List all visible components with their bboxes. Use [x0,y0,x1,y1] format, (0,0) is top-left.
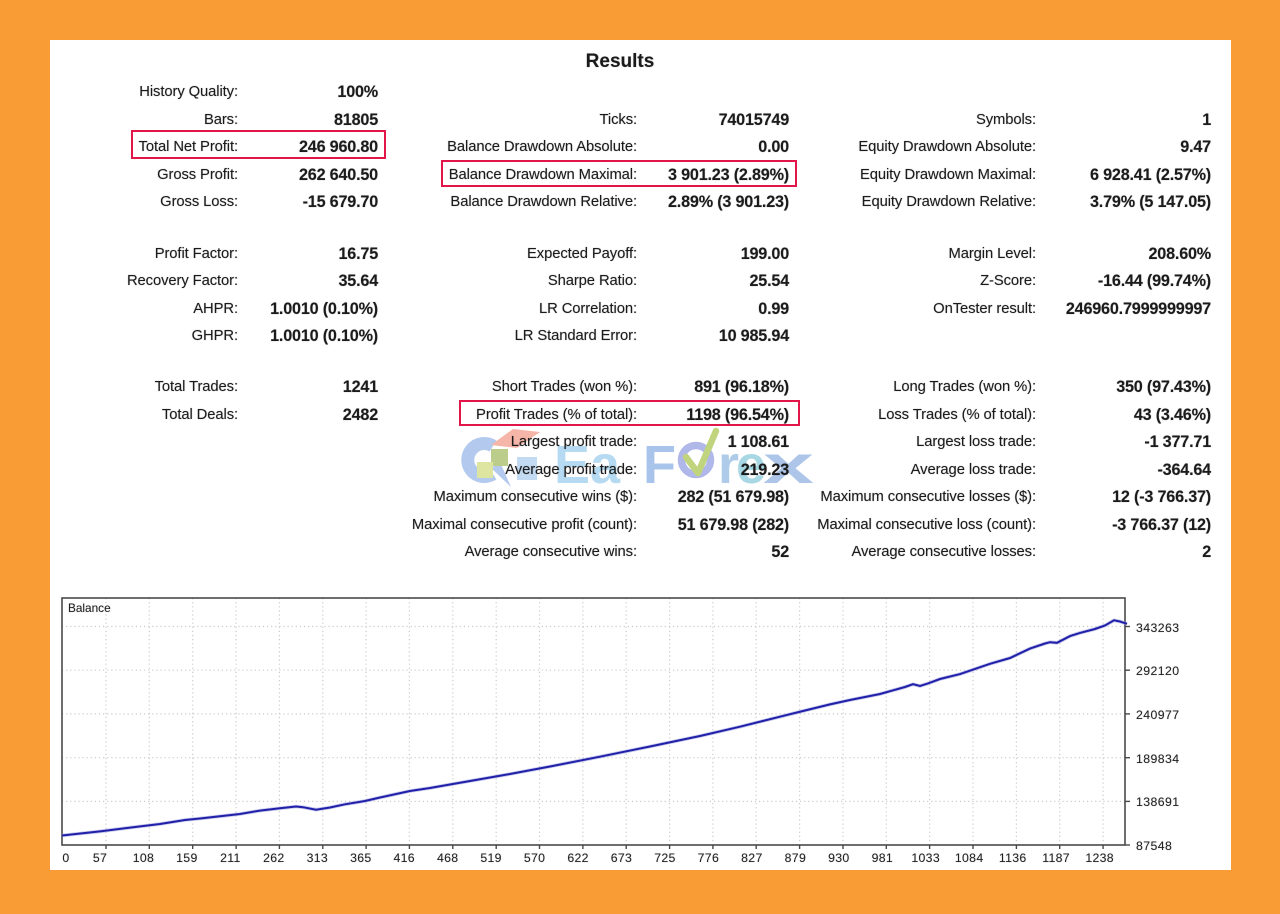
svg-text:r: r [718,435,739,495]
svg-text:F: F [643,435,676,495]
svg-text:Ea: Ea [554,435,621,495]
svg-text:e: e [736,435,766,495]
svg-text:x: x [763,435,814,495]
